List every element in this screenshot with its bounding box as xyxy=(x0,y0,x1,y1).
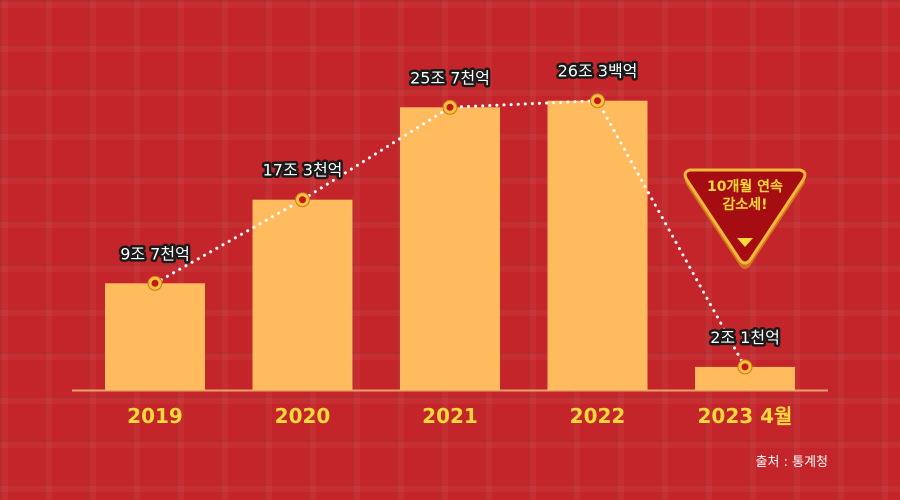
trend-line xyxy=(153,99,747,369)
data-label: 26조 3백억 xyxy=(558,62,638,81)
data-marker-center xyxy=(741,363,749,371)
bar-2023 4월 xyxy=(695,366,795,390)
data-label: 2조 1천억 xyxy=(710,328,780,347)
decline-badge: 10개월 연속 감소세! xyxy=(683,168,807,269)
category-label: 2020 xyxy=(275,404,331,428)
bar-2020 xyxy=(252,199,353,390)
data-marker-center xyxy=(594,97,601,105)
category-label: 2019 xyxy=(127,404,183,428)
bar-2022 xyxy=(547,100,648,390)
data-marker-center xyxy=(446,103,454,111)
category-label: 2021 xyxy=(422,404,478,428)
data-marker-center xyxy=(299,196,306,204)
data-label: 25조 7천억 xyxy=(410,68,490,87)
category-label: 2023 4월 xyxy=(698,404,793,428)
category-label: 2022 xyxy=(570,404,626,428)
badge-line2: 감소세! xyxy=(722,196,767,213)
data-label: 17조 3천억 xyxy=(263,161,343,180)
source-note: 출처 : 통계청 xyxy=(755,455,828,470)
data-marker-center xyxy=(151,279,159,287)
badge-line1: 10개월 연속 xyxy=(707,178,783,195)
down-arrow-icon xyxy=(737,238,753,247)
data-label: 9조 7천억 xyxy=(120,244,190,263)
bar-2021 xyxy=(400,107,500,391)
bar-2019 xyxy=(105,283,205,390)
